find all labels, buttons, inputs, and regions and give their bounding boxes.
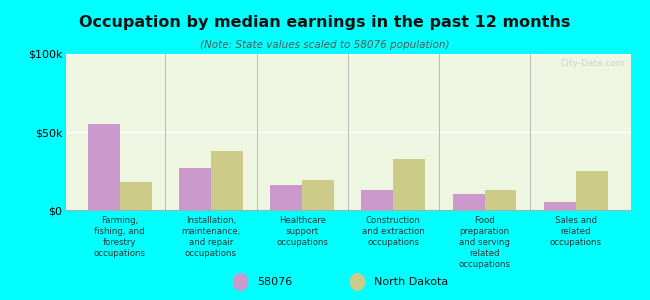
Bar: [393, 158, 425, 210]
Bar: [120, 182, 151, 210]
Text: (Note: State values scaled to 58076 population): (Note: State values scaled to 58076 popu…: [200, 40, 450, 50]
Bar: [211, 151, 243, 210]
Text: City-Data.com: City-Data.com: [560, 59, 625, 68]
Bar: [179, 168, 211, 210]
Text: North Dakota: North Dakota: [374, 277, 448, 287]
Bar: [302, 180, 334, 210]
Bar: [544, 202, 576, 210]
Bar: [270, 185, 302, 210]
Bar: [484, 190, 517, 210]
Text: Occupation by median earnings in the past 12 months: Occupation by median earnings in the pas…: [79, 15, 571, 30]
Bar: [452, 194, 484, 210]
Bar: [576, 171, 608, 210]
Bar: [361, 190, 393, 210]
Bar: [88, 124, 120, 210]
Text: 58076: 58076: [257, 277, 292, 287]
